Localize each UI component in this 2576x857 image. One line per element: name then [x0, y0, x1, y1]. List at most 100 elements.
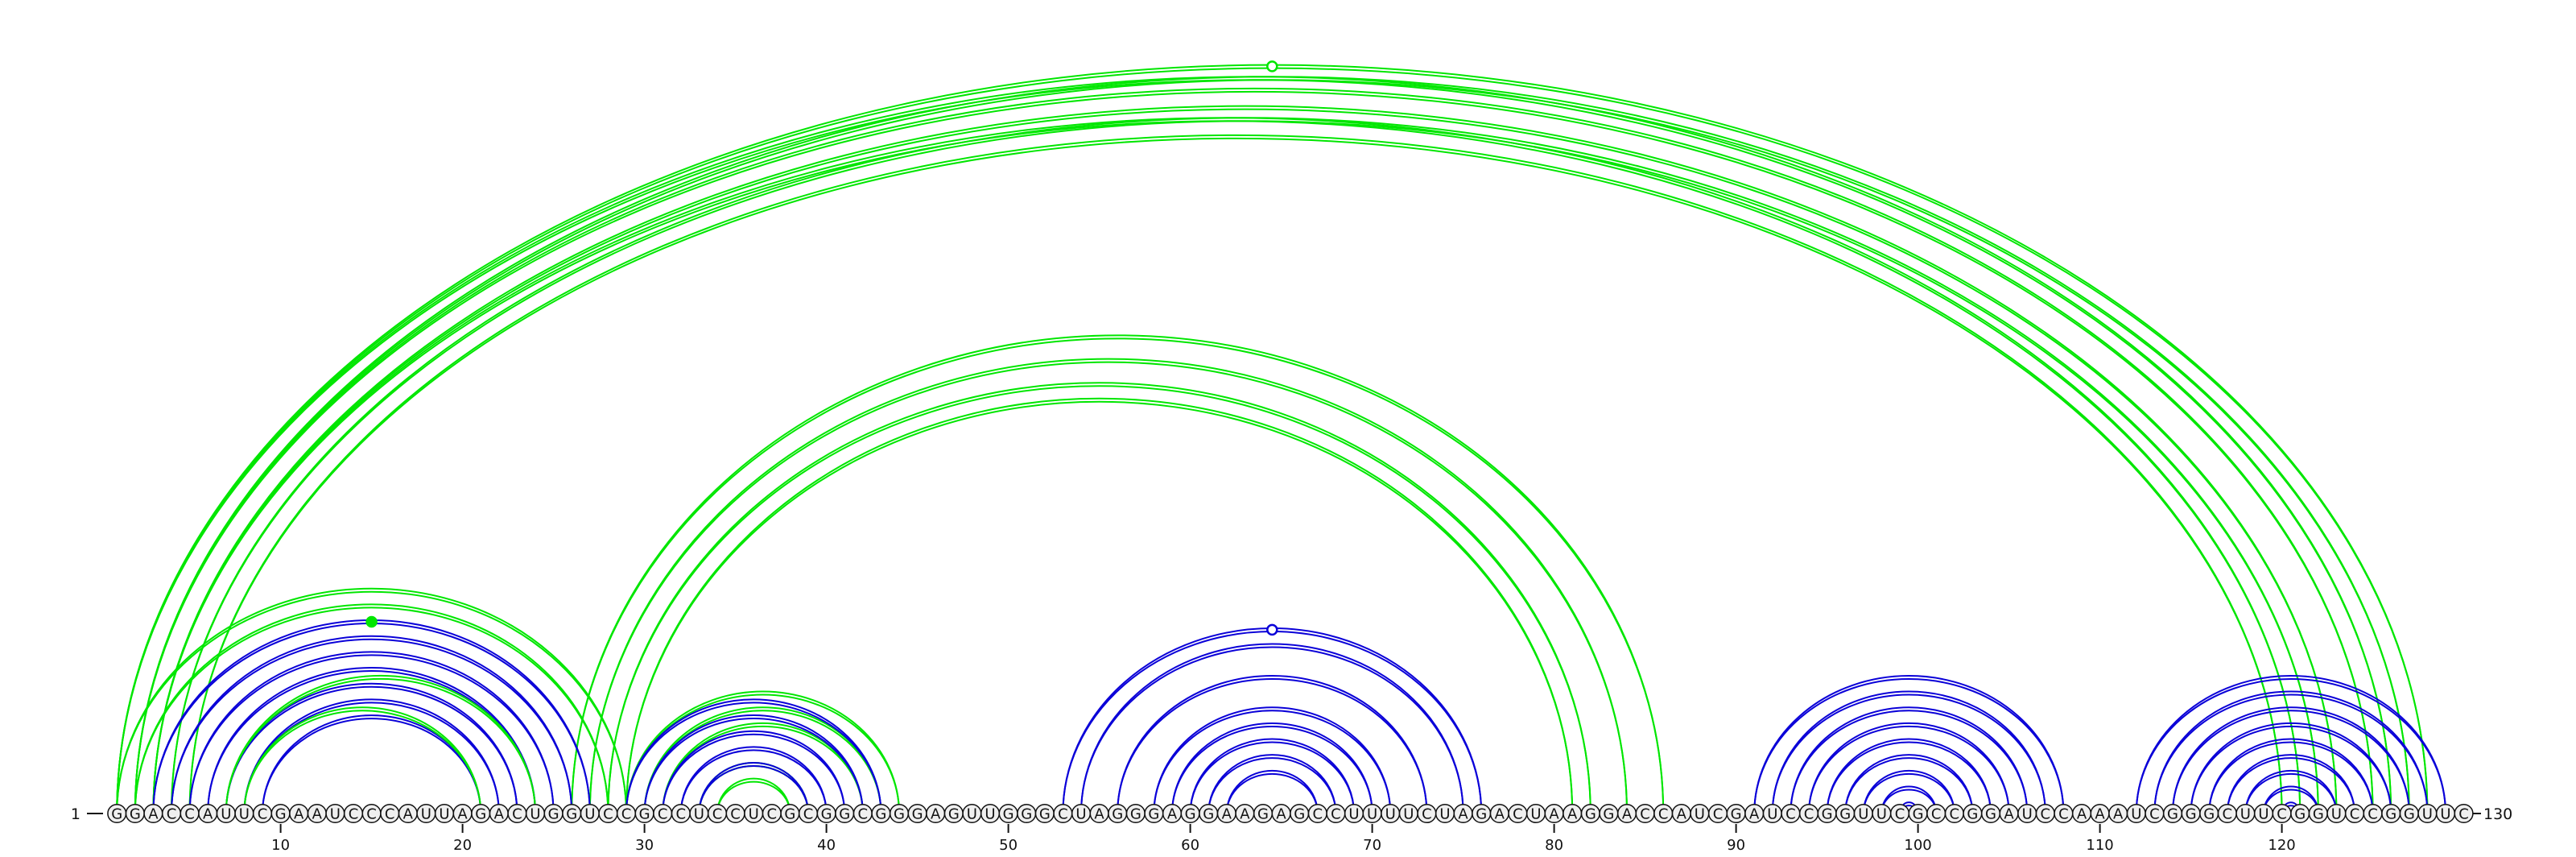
arc-92-107: [1771, 693, 2046, 814]
svg-text:G: G: [566, 806, 577, 823]
arc-2-127: [134, 75, 2410, 814]
position-ticks: 10 20 30 40 50 60 70 80 90 100 110 120: [271, 824, 2296, 854]
svg-text:G: G: [130, 806, 141, 823]
svg-text:U: U: [239, 806, 250, 823]
svg-text:C: C: [621, 806, 632, 823]
arc-3-27: [152, 619, 591, 814]
svg-text:G: G: [821, 806, 832, 823]
nucleotide-54: U: [1071, 803, 1092, 824]
svg-text:U: U: [749, 806, 759, 823]
tick-label-70: 70: [1363, 837, 1381, 854]
nucleotide-53: C: [1053, 803, 1073, 824]
arc-54-75: [1080, 646, 1464, 814]
arc-33-39: [698, 765, 809, 814]
nucleotide-121: G: [2290, 803, 2310, 824]
nucleotide-88: U: [1690, 803, 1710, 824]
tick-label-80: 80: [1545, 837, 1563, 854]
svg-text:C: C: [1713, 806, 1724, 823]
nucleotide-122: G: [2308, 803, 2328, 824]
arc-1-29: [116, 590, 627, 814]
svg-text:G: G: [1585, 806, 1596, 823]
svg-text:U: U: [2022, 806, 2033, 823]
arc-27-84: [588, 358, 1628, 814]
arc-59-70: [1171, 722, 1373, 814]
nucleotide-106: U: [2017, 803, 2037, 824]
svg-text:G: G: [1294, 806, 1305, 823]
arc-6-24: [207, 667, 536, 814]
tick-label-20: 20: [453, 837, 472, 854]
nucleotide-75: A: [1453, 803, 1473, 824]
svg-text:G: G: [2313, 806, 2324, 823]
nucleotide-3: A: [143, 803, 163, 824]
nucleotide-105: A: [1999, 803, 2019, 824]
svg-text:G: G: [784, 806, 795, 823]
nucleotide-109: A: [2071, 803, 2092, 824]
nucleotide-62: A: [1216, 803, 1236, 824]
svg-text:A: A: [1495, 806, 1505, 823]
arc-27-84: [588, 361, 1628, 814]
arc-28-82: [607, 385, 1591, 814]
nucleotide-32: C: [671, 803, 691, 824]
nucleotide-4: C: [161, 803, 182, 824]
svg-text:A: A: [1222, 806, 1232, 823]
svg-text:U: U: [2440, 806, 2450, 823]
nucleotide-116: G: [2199, 803, 2219, 824]
svg-text:C: C: [2277, 806, 2287, 823]
arc-32-40: [679, 746, 828, 814]
svg-text:G: G: [1021, 806, 1032, 823]
svg-text:C: C: [858, 806, 869, 823]
tick-label-120: 120: [2268, 837, 2295, 854]
svg-text:A: A: [2113, 806, 2124, 823]
nucleotide-41: G: [835, 803, 855, 824]
arc-54-75: [1080, 643, 1464, 814]
svg-text:U: U: [1876, 806, 1887, 823]
svg-text:G: G: [875, 806, 886, 823]
nucleotide-29: C: [616, 803, 637, 824]
nucleotide-23: C: [507, 803, 527, 824]
nucleotide-80: A: [1544, 803, 1564, 824]
svg-text:C: C: [1313, 806, 1323, 823]
svg-text:G: G: [1731, 806, 1742, 823]
svg-text:C: C: [349, 806, 359, 823]
arc-markers: [365, 60, 1278, 636]
arc-119-122: [2263, 785, 2319, 814]
svg-text:G: G: [1039, 806, 1051, 823]
arc-9-21: [262, 714, 482, 814]
svg-text:U: U: [1385, 806, 1396, 823]
svg-text:C: C: [1658, 806, 1669, 823]
nucleotide-94: C: [1798, 803, 1819, 824]
svg-text:C: C: [2350, 806, 2360, 823]
arc-4-26: [171, 635, 573, 814]
svg-text:U: U: [530, 806, 540, 823]
nucleotide-69: U: [1344, 803, 1364, 824]
svg-text:G: G: [1603, 806, 1614, 823]
nucleotide-6: A: [198, 803, 218, 824]
nucleotide-58: G: [1144, 803, 1164, 824]
nucleotide-65: A: [1271, 803, 1291, 824]
nucleotide-73: C: [1417, 803, 1437, 824]
nucleotide-28: C: [598, 803, 618, 824]
svg-text:G: G: [894, 806, 905, 823]
arc-114-127: [2172, 706, 2410, 814]
svg-text:C: C: [366, 806, 377, 823]
svg-text:A: A: [148, 806, 159, 823]
arc-apex-marker: [1266, 60, 1278, 72]
arc-53-76: [1062, 627, 1483, 814]
nucleotide-38: G: [780, 803, 800, 824]
nucleotide-10: G: [270, 803, 291, 824]
arc-29-43: [625, 702, 882, 814]
nucleotide-56: G: [1108, 803, 1128, 824]
svg-text:G: G: [1148, 806, 1159, 823]
arc-8-21: [243, 706, 482, 814]
svg-text:A: A: [1094, 806, 1104, 823]
nucleotide-42: C: [852, 803, 873, 824]
svg-text:U: U: [2258, 806, 2268, 823]
nucleotide-112: U: [2126, 803, 2146, 824]
arc-113-128: [2153, 690, 2429, 814]
svg-text:G: G: [1913, 806, 1924, 823]
nucleotide-55: A: [1089, 803, 1109, 824]
svg-text:A: A: [294, 806, 304, 823]
nucleotide-70: U: [1362, 803, 1382, 824]
nucleotide-17: A: [398, 803, 418, 824]
